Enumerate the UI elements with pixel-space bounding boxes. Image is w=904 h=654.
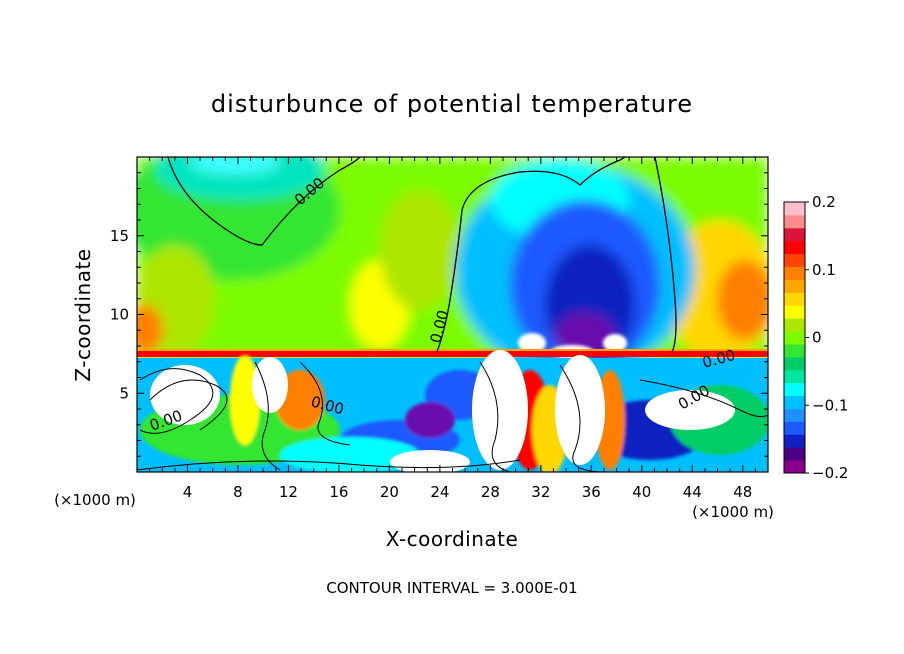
lower-yellow-region-left [230, 355, 260, 445]
zero-contour-upper-right [654, 157, 677, 353]
x-axis-ticks: 4 8 12 16 20 24 28 32 36 40 44 48 [149, 157, 756, 501]
x-tick-label: 32 [531, 483, 550, 501]
colorbar-swatch [784, 434, 805, 448]
colorbar-swatch [784, 460, 805, 474]
x-tick-label: 16 [329, 483, 348, 501]
contour-interval-note: CONTOUR INTERVAL = 3.000E-01 [326, 579, 577, 597]
x-tick-label: 8 [233, 483, 243, 501]
colorbar-swatch [784, 227, 805, 242]
colorbar-swatch [784, 292, 805, 306]
lower-white-region-left [150, 365, 220, 425]
colorbar-swatch [784, 421, 805, 435]
y-axis-label: Z-coordinate [71, 248, 95, 381]
colorbar-swatch [784, 343, 805, 358]
lower-contour-line-d [299, 361, 351, 446]
colorbar-swatch [784, 395, 805, 409]
colorbar-swatch [784, 318, 805, 332]
x-tick-label: 48 [733, 483, 752, 501]
inversion-band-top [137, 349, 768, 351]
upper-orange-region-left [137, 305, 163, 355]
colorbar [784, 202, 805, 474]
x-tick-label: 20 [380, 483, 399, 501]
y-tick-label: 15 [110, 227, 129, 245]
x-tick-label: 24 [430, 483, 449, 501]
lower-white-region-center [472, 350, 528, 470]
colorbar-tick-label: 0.2 [812, 193, 836, 211]
lower-white-region-far-right [645, 390, 735, 430]
lower-contour-line-c [254, 361, 281, 471]
x-axis-label: X-coordinate [386, 527, 519, 551]
lower-contour-line-e [479, 361, 511, 472]
colorbar-swatch [784, 382, 805, 397]
colorbar-swatch [784, 279, 805, 293]
lower-contour-line-a [139, 368, 214, 434]
lower-contour-line-g [639, 379, 768, 418]
colorbar-ticks: 0.2 0.1 0 −0.1 −0.2 [805, 193, 848, 482]
white-spot-right [603, 334, 627, 352]
lower-contour-line-b [149, 379, 228, 431]
plot-area [137, 157, 768, 472]
colorbar-swatch [784, 253, 805, 268]
colorbar-tick-label: 0.1 [812, 261, 836, 279]
x-unit-label-right: (×1000 m) [692, 503, 774, 521]
white-spot-left [518, 333, 546, 353]
y-tick-label: 5 [119, 384, 129, 402]
x-tick-label: 44 [683, 483, 702, 501]
colorbar-tick-label: −0.1 [812, 396, 848, 414]
colorbar-swatch [784, 369, 805, 384]
upper-cyan-blob-top [190, 157, 280, 174]
x-tick-label: 36 [582, 483, 601, 501]
colorbar-swatch [784, 240, 805, 255]
colorbar-swatch [784, 266, 805, 280]
colorbar-tick-label: 0 [812, 329, 822, 347]
x-tick-label: 28 [481, 483, 500, 501]
y-axis-ticks: 5 10 15 [110, 172, 768, 457]
upper-orange-region-right [717, 260, 768, 340]
colorbar-swatch [784, 356, 805, 371]
colorbar-swatch [784, 408, 805, 422]
x-tick-label: 4 [183, 483, 193, 501]
lower-cyan-region [280, 437, 420, 472]
zero-contour-upper-mid [436, 157, 626, 353]
colorbar-swatch [784, 447, 805, 461]
lower-white-region-mid [252, 357, 288, 413]
colorbar-swatch [784, 305, 805, 319]
lower-contour-line-h [137, 459, 521, 471]
lower-white-region-right [555, 355, 605, 465]
chart-title: disturbunce of potential temperature [211, 90, 693, 118]
colorbar-swatch [784, 214, 805, 229]
upper-yellow-region-mid [380, 190, 460, 310]
y-tick-label: 10 [110, 306, 129, 324]
x-tick-label: 40 [632, 483, 651, 501]
inversion-band [137, 351, 768, 357]
colorbar-swatch [784, 331, 805, 345]
lower-purple-region [405, 402, 455, 438]
zero-contour-upper-left [167, 157, 361, 246]
lower-contour-line-f [559, 364, 601, 472]
x-tick-label: 12 [279, 483, 298, 501]
colorbar-tick-label: −0.2 [812, 464, 848, 482]
lower-white-region-bottom [390, 450, 470, 472]
colorbar-swatch [784, 202, 805, 216]
x-unit-label-left: (×1000 m) [54, 491, 136, 509]
